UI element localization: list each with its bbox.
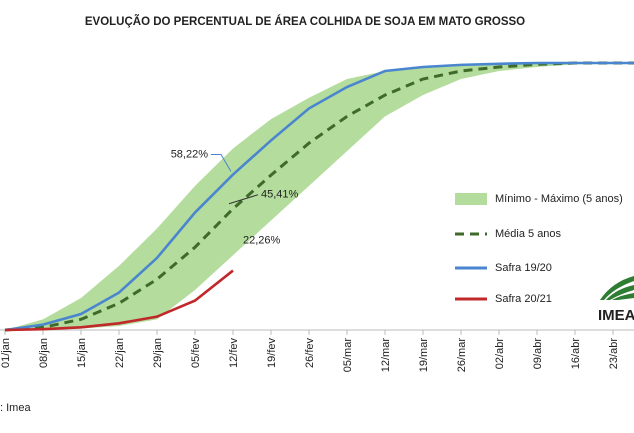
range-band xyxy=(5,63,634,330)
x-tick-label: 26/fev xyxy=(304,338,316,368)
x-tick-label: 09/abr xyxy=(532,338,544,370)
x-tick-label: 02/abr xyxy=(494,338,506,370)
x-tick-label: 19/fev xyxy=(266,338,278,368)
x-tick-label: 01/jan xyxy=(0,338,12,368)
x-tick-label: 12/mar xyxy=(380,338,392,373)
data-label: 58,22% xyxy=(171,148,209,160)
legend-label: Mínimo - Máximo (5 anos) xyxy=(495,193,623,205)
legend-label: Safra 19/20 xyxy=(495,262,552,274)
x-tick-label: 08/jan xyxy=(38,338,50,368)
series-line xyxy=(4,269,234,332)
logo: IMEA xyxy=(598,276,634,324)
x-tick-label: 12/fev xyxy=(228,338,240,368)
leader-line xyxy=(228,194,259,205)
chart-title: EVOLUÇÃO DO PERCENTUAL DE ÁREA COLHIDA D… xyxy=(85,15,525,28)
logo-text: IMEA xyxy=(598,307,634,324)
x-tick-label: 05/fev xyxy=(190,338,202,368)
x-tick-label: 05/mar xyxy=(342,338,354,373)
legend-label: Safra 20/21 xyxy=(495,293,552,305)
x-tick-label: 22/jan xyxy=(114,338,126,368)
legend-label: Média 5 anos xyxy=(495,228,562,240)
logo-stripe xyxy=(600,276,634,300)
legend-swatch xyxy=(455,193,487,205)
x-tick-label: 23/abr xyxy=(608,338,620,370)
data-label: 45,41% xyxy=(261,189,299,201)
x-tick-label: 19/mar xyxy=(418,338,430,373)
logo-stripe xyxy=(612,293,634,300)
logo-stripe xyxy=(606,285,634,300)
source: : Imea xyxy=(0,402,31,414)
x-tick-label: 15/jan xyxy=(76,338,88,368)
x-tick-label: 29/jan xyxy=(152,338,164,368)
x-tick-label: 26/mar xyxy=(456,338,468,373)
leader-line xyxy=(211,154,232,172)
series-line xyxy=(4,61,634,332)
data-label: 22,26% xyxy=(243,234,281,246)
x-tick-label: 16/abr xyxy=(570,338,582,370)
